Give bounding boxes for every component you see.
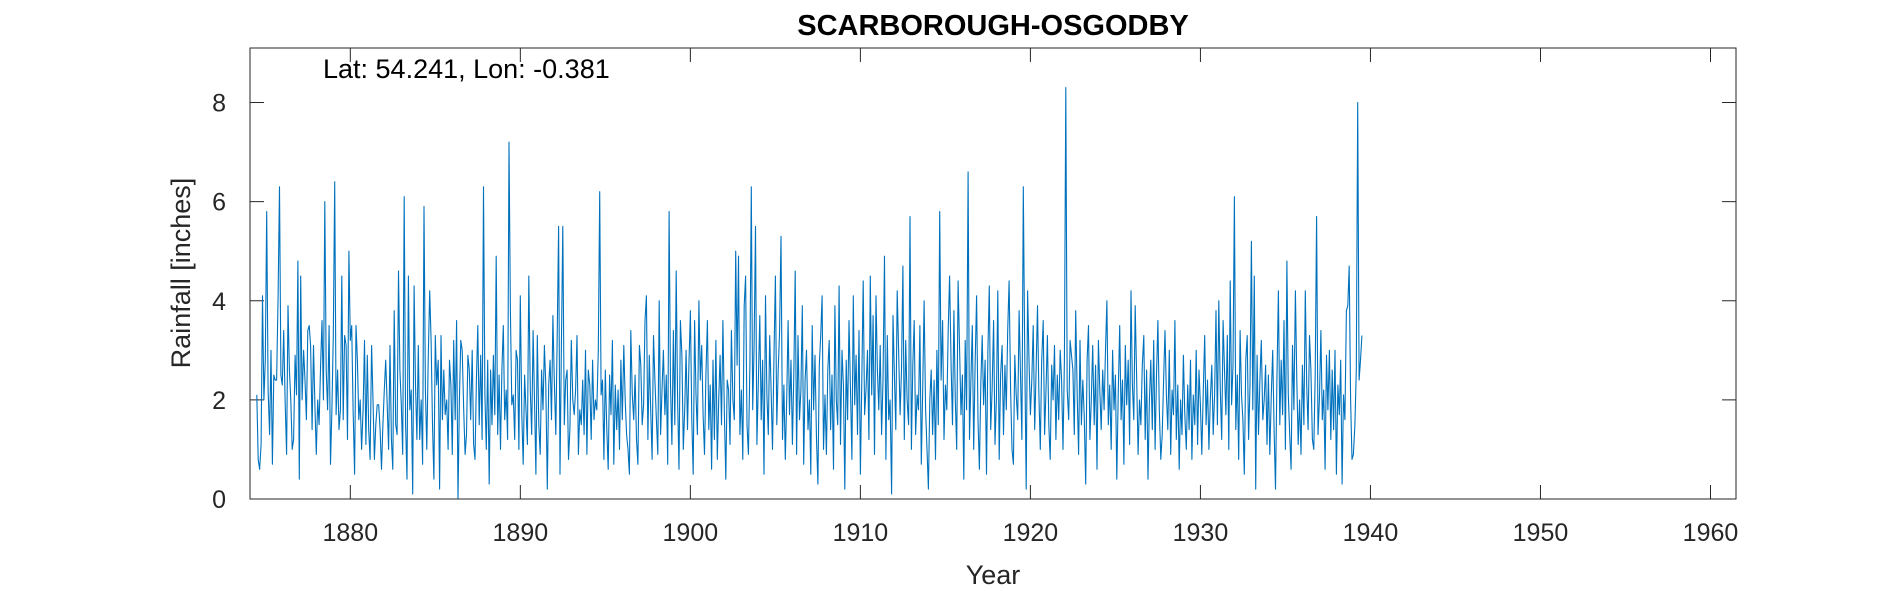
x-tick-label: 1940 [1343, 519, 1399, 547]
chart-title: SCARBOROUGH-OSGODBY [797, 10, 1189, 42]
rainfall-series-line [256, 87, 1363, 500]
plot-box [249, 47, 1737, 500]
x-tick-label: 1950 [1513, 519, 1569, 547]
x-tick-label: 1890 [493, 519, 549, 547]
y-tick-label: 0 [212, 486, 226, 514]
x-tick-label: 1920 [1003, 519, 1059, 547]
y-tick-label: 8 [212, 90, 226, 118]
x-tick-label: 1910 [833, 519, 889, 547]
y-tick-label: 2 [212, 387, 226, 415]
y-axis-ticks: 0 2 4 6 8 [212, 90, 1736, 514]
x-tick-label: 1960 [1683, 519, 1739, 547]
location-annotation: Lat: 54.241, Lon: -0.381 [323, 54, 610, 84]
x-tick-label: 1880 [323, 519, 379, 547]
y-tick-label: 4 [212, 288, 226, 316]
y-axis-title: Rainfall [inches] [166, 178, 196, 369]
x-tick-label: 1930 [1173, 519, 1229, 547]
x-axis-title: Year [966, 560, 1021, 590]
y-tick-label: 6 [212, 189, 226, 217]
x-axis-ticks: 1880 1890 1900 1910 1920 1930 1940 1950 1960 [323, 48, 1739, 547]
x-tick-label: 1900 [663, 519, 719, 547]
